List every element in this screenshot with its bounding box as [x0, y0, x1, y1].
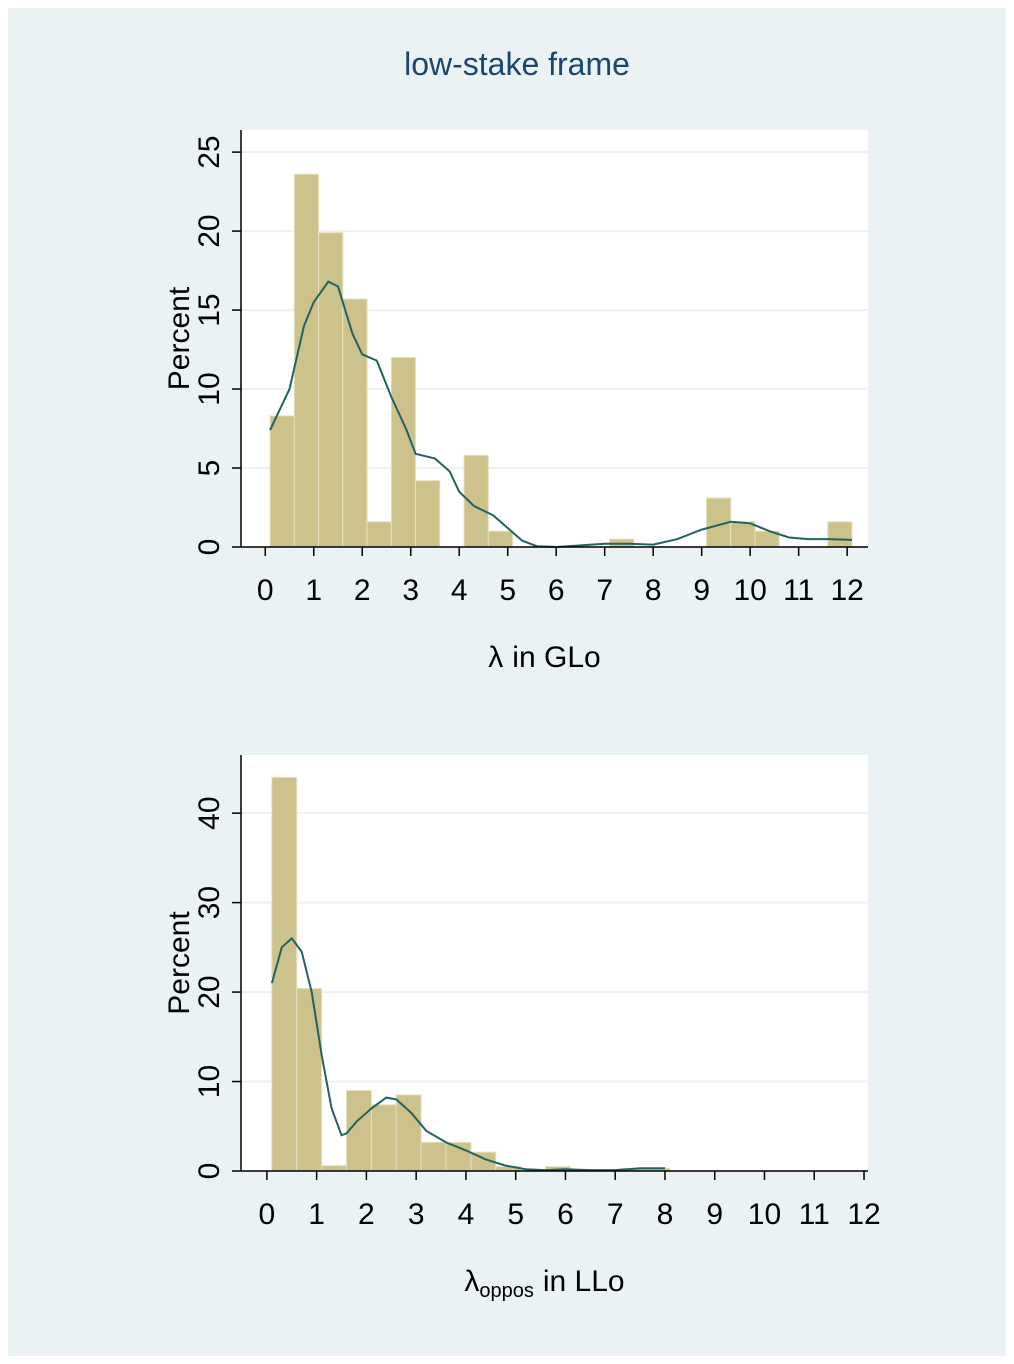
figure-title: low-stake frame — [404, 46, 630, 82]
x-tick-label: 3 — [402, 574, 419, 607]
x-tick-label: 10 — [733, 574, 766, 607]
bar — [463, 454, 489, 548]
x-tick-label: 4 — [451, 574, 468, 607]
bar — [730, 521, 756, 548]
y-tick-label: 10 — [193, 1065, 226, 1098]
bar — [366, 521, 392, 548]
x-tick-label: 5 — [499, 574, 516, 607]
y-axis-title: Percent — [163, 286, 196, 390]
x-axis-title: λ in GLo — [488, 641, 600, 674]
y-tick-label: 25 — [193, 135, 226, 168]
x-tick-label: 2 — [354, 574, 371, 607]
x-tick-label: 7 — [596, 574, 613, 607]
x-axis-title-text: in LLo — [543, 1265, 625, 1298]
x-axis-title-symbol: λ — [488, 641, 503, 674]
bar — [293, 173, 320, 548]
bar — [487, 530, 514, 548]
bar — [269, 415, 295, 548]
y-tick-label: 5 — [193, 460, 226, 477]
x-tick-label: 7 — [607, 1198, 624, 1231]
x-axis-title: λoppos in LLo — [464, 1265, 624, 1302]
bar — [390, 356, 417, 548]
bar — [420, 1141, 447, 1172]
x-tick-label: 6 — [557, 1198, 574, 1231]
x-tick-label: 11 — [783, 574, 814, 607]
density-curve — [269, 280, 853, 549]
x-axis-title-subscript: oppos — [479, 1280, 534, 1302]
x-tick-label: 10 — [748, 1198, 781, 1231]
x-tick-label: 4 — [458, 1198, 475, 1231]
bar — [345, 1089, 372, 1172]
x-tick-label: 6 — [548, 574, 565, 607]
density-curve — [270, 936, 665, 1172]
y-tick-label: 0 — [193, 1163, 226, 1180]
bar — [271, 776, 298, 1172]
y-tick-label: 10 — [193, 372, 226, 405]
x-tick-label: 9 — [706, 1198, 723, 1231]
bar — [415, 480, 441, 548]
x-tick-label: 2 — [358, 1198, 375, 1231]
y-tick-label: 15 — [193, 293, 226, 326]
bar — [827, 521, 853, 548]
plot-area — [241, 755, 868, 1171]
x-tick-label: 3 — [408, 1198, 425, 1231]
y-tick-label: 20 — [193, 975, 226, 1008]
y-tick-label: 30 — [193, 886, 226, 919]
x-axis-title-text: in GLo — [512, 641, 600, 674]
bar — [318, 232, 344, 548]
x-tick-label: 0 — [257, 574, 274, 607]
x-tick-label: 0 — [259, 1198, 276, 1231]
bar — [296, 987, 323, 1172]
x-tick-label: 11 — [799, 1198, 830, 1231]
y-tick-label: 0 — [193, 539, 226, 556]
bar — [321, 1165, 347, 1172]
bar — [395, 1094, 422, 1172]
bar — [370, 1104, 397, 1172]
x-tick-label: 12 — [847, 1198, 880, 1231]
bar — [342, 298, 368, 548]
y-axis-title: Percent — [163, 911, 196, 1015]
y-tick-label: 20 — [193, 214, 226, 247]
x-tick-label: 8 — [657, 1198, 674, 1231]
x-tick-label: 8 — [645, 574, 662, 607]
x-tick-label: 9 — [693, 574, 710, 607]
y-tick-label: 40 — [193, 796, 226, 829]
x-tick-label: 1 — [305, 574, 322, 607]
x-tick-label: 1 — [308, 1198, 325, 1231]
x-axis-title-symbol: λ — [464, 1265, 479, 1298]
x-tick-label: 5 — [507, 1198, 524, 1231]
x-tick-label: 12 — [830, 574, 863, 607]
